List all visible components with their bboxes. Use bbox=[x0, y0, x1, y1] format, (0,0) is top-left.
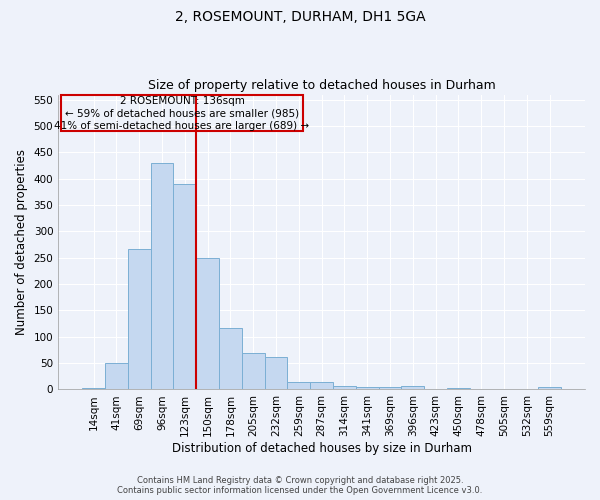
Bar bbox=[82, 388, 105, 390]
Bar bbox=[219, 328, 242, 390]
Text: Contains HM Land Registry data © Crown copyright and database right 2025.
Contai: Contains HM Land Registry data © Crown c… bbox=[118, 476, 482, 495]
Bar bbox=[538, 388, 561, 390]
Text: 41% of semi-detached houses are larger (689) →: 41% of semi-detached houses are larger (… bbox=[55, 120, 310, 130]
Title: Size of property relative to detached houses in Durham: Size of property relative to detached ho… bbox=[148, 79, 496, 92]
Bar bbox=[242, 352, 265, 390]
Y-axis label: Number of detached properties: Number of detached properties bbox=[15, 149, 28, 335]
Text: ← 59% of detached houses are smaller (985): ← 59% of detached houses are smaller (98… bbox=[65, 108, 299, 118]
X-axis label: Distribution of detached houses by size in Durham: Distribution of detached houses by size … bbox=[172, 442, 472, 455]
Bar bbox=[128, 249, 151, 390]
Bar bbox=[310, 382, 333, 390]
Bar bbox=[333, 386, 356, 390]
Bar bbox=[61, 94, 303, 132]
Text: 2, ROSEMOUNT, DURHAM, DH1 5GA: 2, ROSEMOUNT, DURHAM, DH1 5GA bbox=[175, 10, 425, 24]
Bar bbox=[196, 258, 219, 390]
Bar bbox=[401, 386, 424, 390]
Text: 2 ROSEMOUNT: 136sqm: 2 ROSEMOUNT: 136sqm bbox=[119, 96, 244, 106]
Bar bbox=[173, 184, 196, 390]
Bar bbox=[287, 382, 310, 390]
Bar bbox=[151, 163, 173, 390]
Bar bbox=[379, 388, 401, 390]
Bar bbox=[265, 357, 287, 390]
Bar bbox=[447, 388, 470, 390]
Bar bbox=[356, 388, 379, 390]
Bar bbox=[105, 363, 128, 390]
